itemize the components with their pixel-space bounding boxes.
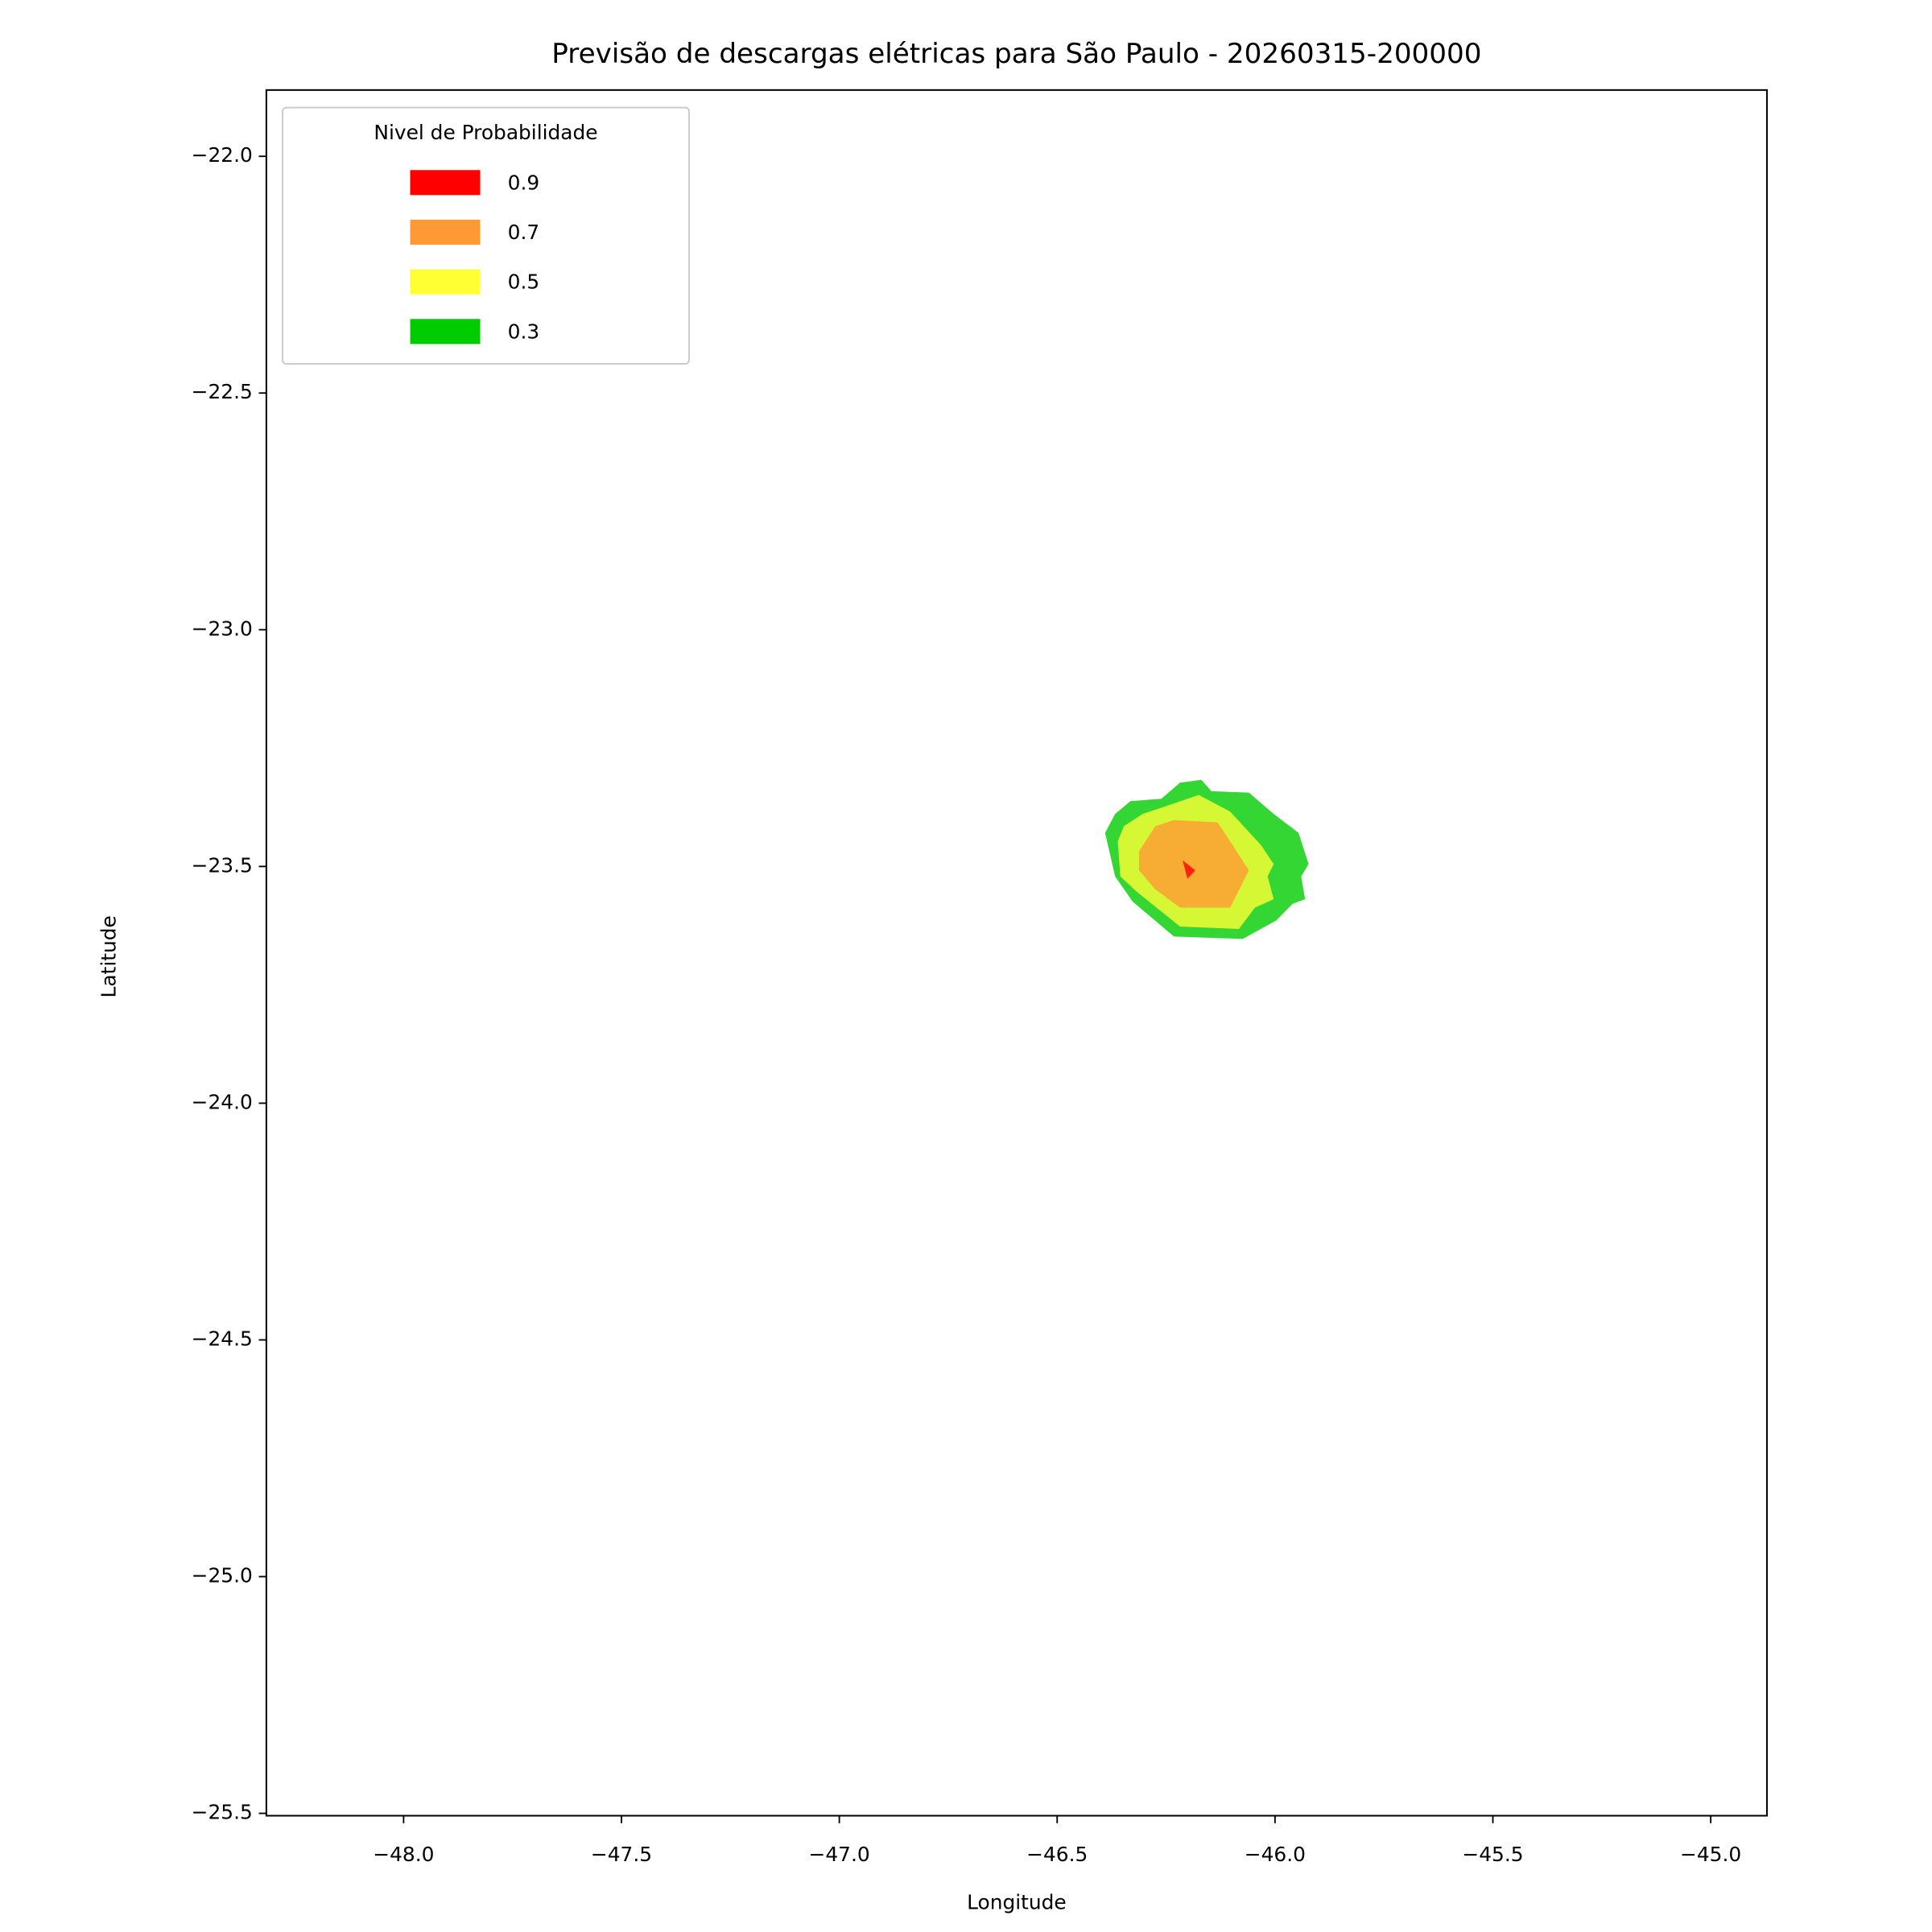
contour-region — [1183, 860, 1195, 879]
y-tick-label: −23.0 — [192, 617, 253, 640]
legend-label: 0.5 — [508, 270, 540, 294]
legend-label: 0.3 — [508, 320, 540, 343]
legend-label: 0.9 — [508, 171, 540, 194]
contour-region — [1139, 819, 1249, 908]
legend-swatch — [410, 319, 481, 345]
y-tick-label: −22.5 — [192, 380, 253, 403]
x-tick-label: −45.5 — [1462, 1843, 1523, 1866]
plot-frame — [265, 89, 1768, 1817]
legend-swatch — [410, 269, 481, 295]
x-tick-label: −48.0 — [373, 1843, 434, 1866]
legend-box — [282, 106, 690, 365]
x-tick-label: −47.5 — [591, 1843, 652, 1866]
legend-swatch — [410, 170, 481, 196]
legend-swatch — [410, 219, 481, 245]
legend-title: Nivel de Probabilidade — [374, 121, 597, 144]
chart-title: Previsão de descargas elétricas para São… — [551, 38, 1481, 70]
x-tick-label: −47.0 — [809, 1843, 870, 1866]
x-tick-label: −45.0 — [1680, 1843, 1741, 1866]
x-tick-label: −46.5 — [1026, 1843, 1088, 1866]
x-tick-label: −46.0 — [1245, 1843, 1306, 1866]
y-tick-label: −25.0 — [192, 1564, 253, 1587]
legend-label: 0.7 — [508, 221, 540, 244]
x-axis-label: Longitude — [967, 1890, 1067, 1913]
y-tick-label: −25.5 — [192, 1801, 253, 1824]
y-tick-label: −24.0 — [192, 1090, 253, 1113]
y-tick-label: −22.0 — [192, 143, 253, 167]
y-tick-label: −23.5 — [192, 853, 253, 877]
y-tick-label: −24.5 — [192, 1327, 253, 1350]
y-axis-label: Latitude — [97, 915, 121, 997]
